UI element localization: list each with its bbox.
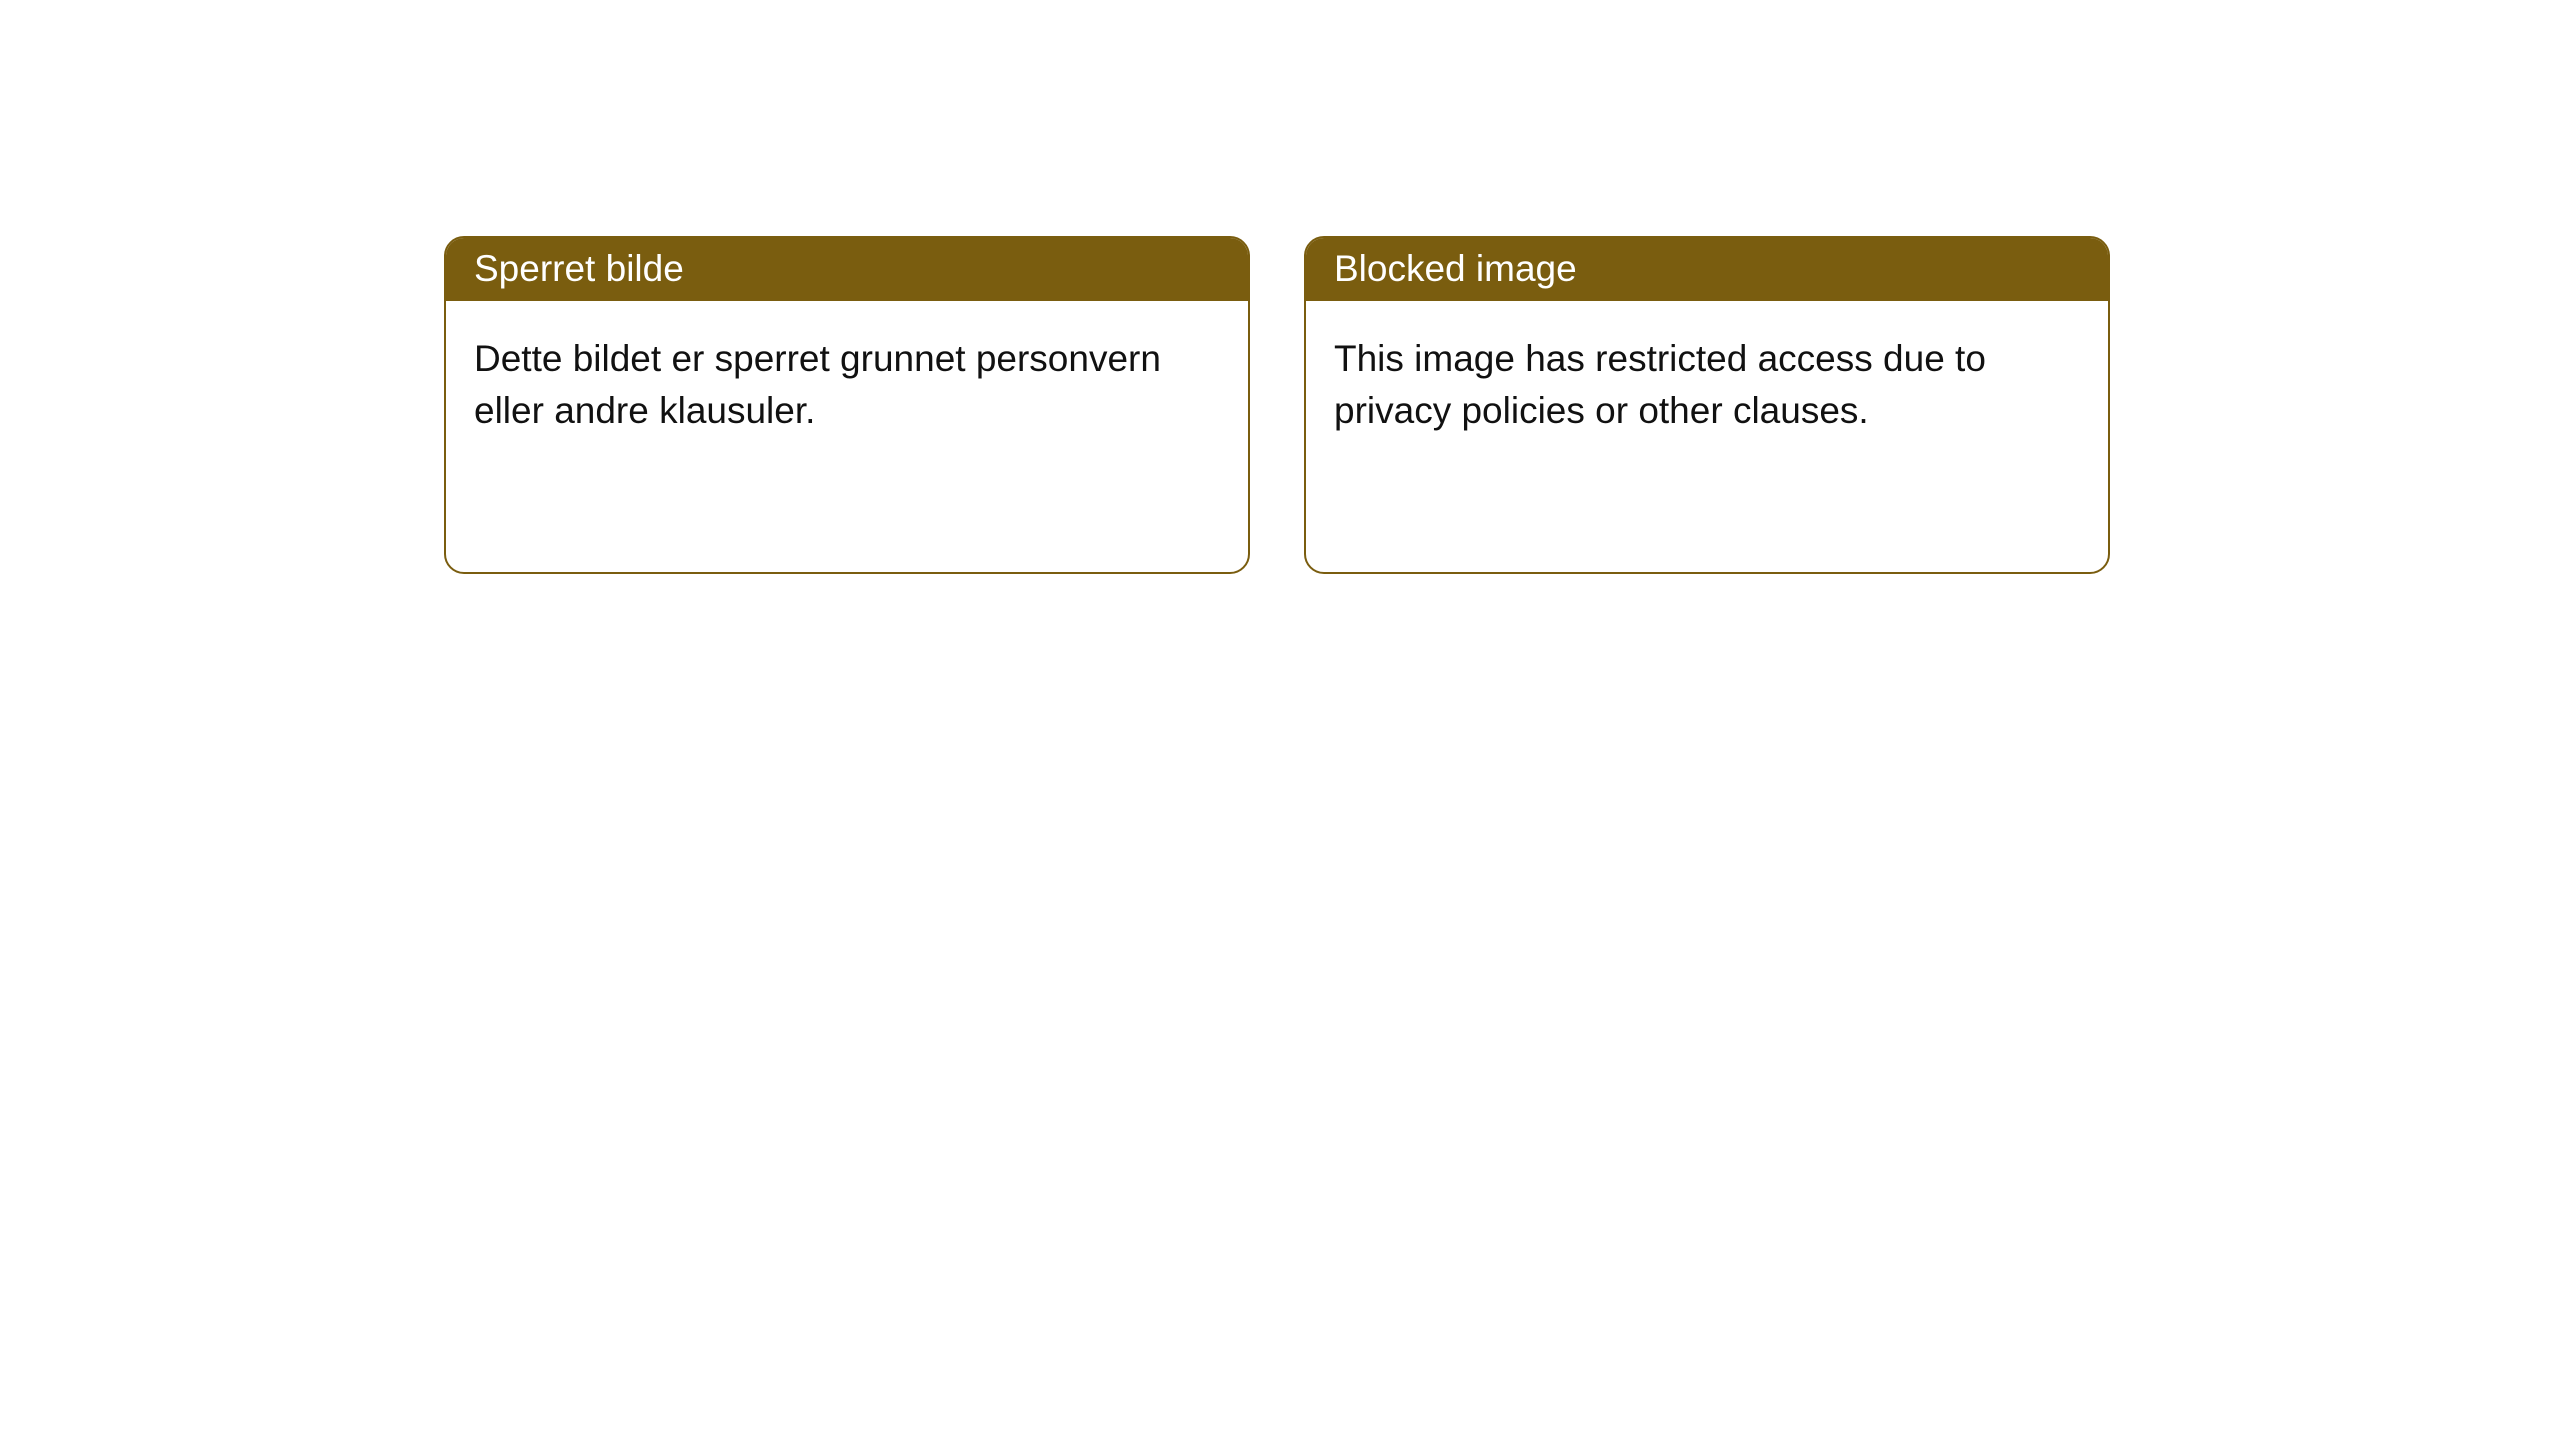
notice-container: Sperret bilde Dette bildet er sperret gr… [444, 236, 2110, 574]
card-body-english: This image has restricted access due to … [1306, 301, 2108, 572]
card-header-english: Blocked image [1306, 238, 2108, 301]
card-text-english: This image has restricted access due to … [1334, 333, 2080, 437]
card-body-norwegian: Dette bildet er sperret grunnet personve… [446, 301, 1248, 572]
blocked-image-card-norwegian: Sperret bilde Dette bildet er sperret gr… [444, 236, 1250, 574]
card-text-norwegian: Dette bildet er sperret grunnet personve… [474, 333, 1220, 437]
card-header-norwegian: Sperret bilde [446, 238, 1248, 301]
blocked-image-card-english: Blocked image This image has restricted … [1304, 236, 2110, 574]
